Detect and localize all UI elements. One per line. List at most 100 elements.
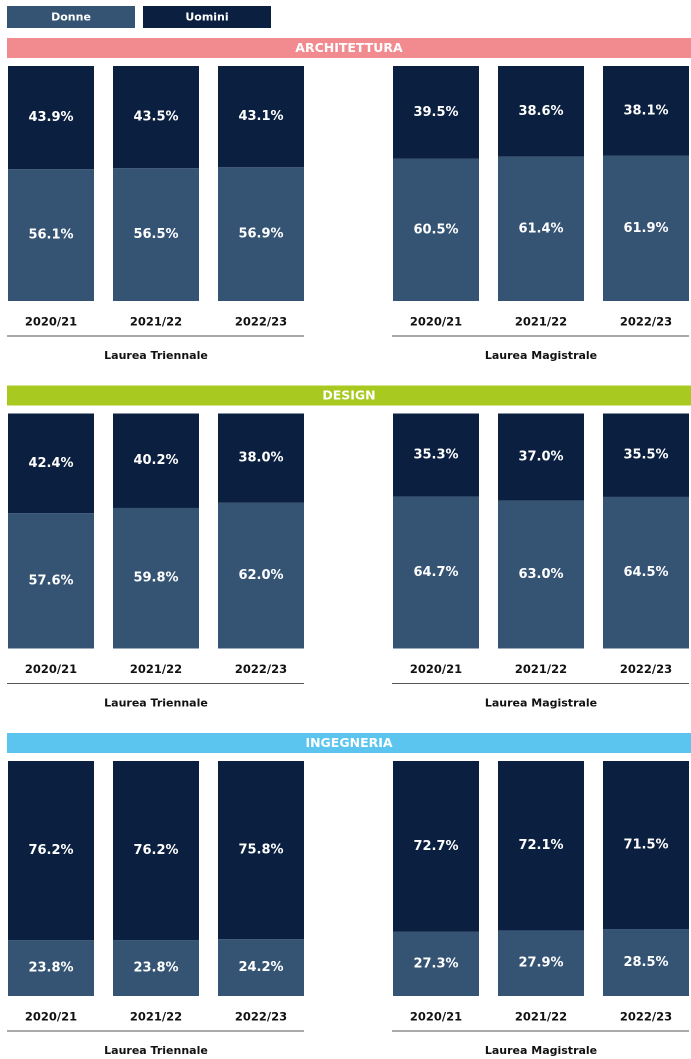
legend-swatch	[143, 6, 271, 28]
bar-segment	[218, 66, 304, 168]
bar-segment	[113, 507, 199, 649]
data-label: 38.1%	[623, 103, 668, 118]
section-title: INGEGNERIA	[305, 735, 392, 750]
section-header	[7, 38, 691, 58]
section-title: ARCHITETTURA	[295, 40, 403, 55]
x-tick-label: 2020/21	[410, 1010, 462, 1024]
x-tick-label: 2022/23	[235, 662, 287, 676]
data-label: 61.4%	[518, 221, 563, 236]
x-tick-label: 2020/21	[410, 315, 462, 329]
data-label: 62.0%	[238, 568, 283, 583]
chart-title: Laurea Magistrale	[485, 1044, 597, 1057]
data-label: 43.5%	[133, 110, 178, 125]
data-label: 23.8%	[133, 961, 178, 976]
bar-segment	[8, 761, 94, 941]
bar-segment	[603, 155, 689, 301]
x-tick-label: 2021/22	[130, 1010, 182, 1024]
bar-segment	[498, 156, 584, 301]
bar-segment	[8, 169, 94, 301]
data-label: 61.9%	[623, 221, 668, 236]
bar-segment	[393, 413, 479, 497]
bar-segment	[218, 413, 304, 503]
x-tick-label: 2022/23	[620, 1010, 672, 1024]
bar-segment	[393, 496, 479, 649]
section-title: DESIGN	[322, 388, 375, 403]
data-label: 27.3%	[413, 956, 458, 971]
x-tick-label: 2021/22	[515, 1010, 567, 1024]
chart-title: Laurea Magistrale	[485, 697, 597, 710]
data-label: 35.5%	[623, 448, 668, 463]
bar-segment	[8, 66, 94, 170]
section-header	[7, 385, 691, 406]
bar-segment	[393, 931, 479, 996]
bar-segment	[393, 66, 479, 159]
bar-segment	[498, 930, 584, 996]
x-tick-label: 2022/23	[235, 1010, 287, 1024]
data-label: 60.5%	[413, 222, 458, 237]
chart-title: Laurea Magistrale	[485, 349, 597, 362]
bar-segment	[498, 66, 584, 157]
data-label: 28.5%	[623, 955, 668, 970]
data-label: 56.5%	[133, 227, 178, 242]
x-tick-label: 2021/22	[515, 315, 567, 329]
bar-segment	[8, 413, 94, 514]
bar-segment	[8, 940, 94, 996]
chart-title: Laurea Triennale	[104, 1044, 208, 1057]
data-label: 40.2%	[133, 453, 178, 468]
legend-swatch	[7, 6, 135, 28]
bar-segment	[603, 761, 689, 930]
bar-segment	[498, 761, 584, 931]
bar-segment	[8, 513, 94, 649]
bar-segment	[393, 761, 479, 932]
data-label: 59.8%	[133, 571, 178, 586]
x-tick-label: 2020/21	[25, 1010, 77, 1024]
x-tick-label: 2021/22	[515, 662, 567, 676]
data-label: 38.0%	[238, 451, 283, 466]
data-label: 63.0%	[518, 567, 563, 582]
chart-title: Laurea Triennale	[104, 349, 208, 362]
legend-label: Donne	[51, 11, 91, 24]
legend-label: Uomini	[185, 11, 228, 24]
data-label: 56.9%	[238, 227, 283, 242]
bar-segment	[218, 761, 304, 940]
data-label: 35.3%	[413, 447, 458, 462]
bar-segment	[393, 158, 479, 301]
data-label: 64.7%	[413, 565, 458, 580]
x-tick-label: 2020/21	[25, 315, 77, 329]
bar-segment	[603, 66, 689, 156]
data-label: 23.8%	[28, 961, 73, 976]
data-label: 75.8%	[238, 843, 283, 858]
bar-segment	[113, 940, 199, 996]
data-label: 57.6%	[28, 573, 73, 588]
x-tick-label: 2022/23	[620, 315, 672, 329]
bar-segment	[113, 761, 199, 941]
data-label: 64.5%	[623, 565, 668, 580]
x-tick-label: 2020/21	[410, 662, 462, 676]
bar-segment	[218, 502, 304, 649]
bar-segment	[603, 413, 689, 497]
bar-segment	[113, 168, 199, 301]
bar-segment	[218, 939, 304, 996]
data-label: 39.5%	[413, 105, 458, 120]
data-label: 71.5%	[623, 838, 668, 853]
data-label: 24.2%	[238, 960, 283, 975]
data-label: 72.7%	[413, 839, 458, 854]
chart-title: Laurea Triennale	[104, 697, 208, 710]
data-label: 37.0%	[518, 449, 563, 464]
x-tick-label: 2022/23	[235, 315, 287, 329]
data-label: 27.9%	[518, 956, 563, 971]
x-tick-label: 2021/22	[130, 315, 182, 329]
bar-segment	[113, 413, 199, 508]
data-label: 38.6%	[518, 104, 563, 119]
bar-segment	[498, 500, 584, 649]
data-label: 72.1%	[518, 838, 563, 853]
bar-segment	[603, 929, 689, 996]
bar-segment	[603, 496, 689, 649]
bar-segment	[113, 66, 199, 169]
data-label: 56.1%	[28, 228, 73, 243]
bar-segment	[218, 167, 304, 301]
data-label: 76.2%	[28, 843, 73, 858]
x-tick-label: 2021/22	[130, 662, 182, 676]
data-label: 76.2%	[133, 843, 178, 858]
